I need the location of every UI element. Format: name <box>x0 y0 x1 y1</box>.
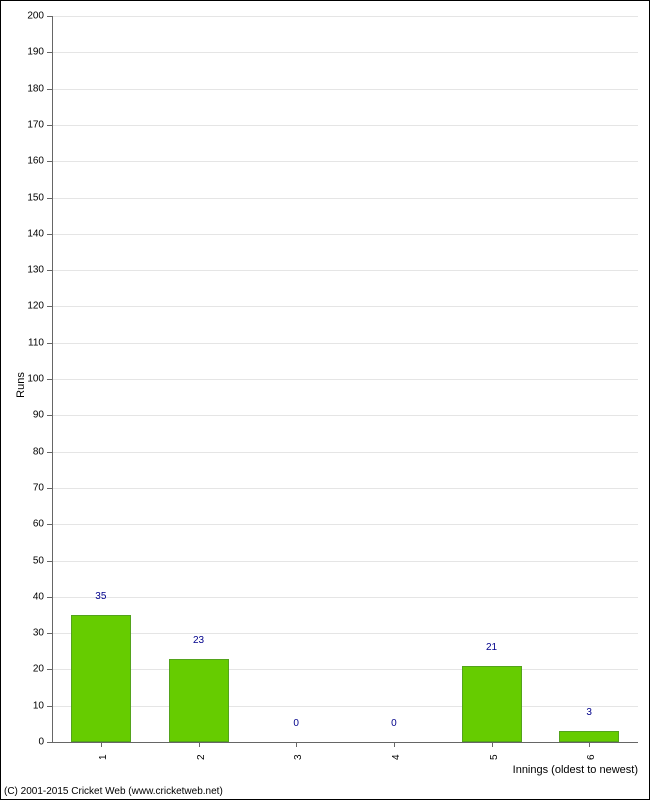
bar <box>462 666 522 742</box>
y-tick-label: 30 <box>33 628 52 639</box>
x-tick-label: 3 <box>293 754 304 760</box>
y-tick-label: 100 <box>27 374 52 385</box>
y-tick-label: 10 <box>33 700 52 711</box>
y-tick-label: 130 <box>27 265 52 276</box>
bar-value-label: 0 <box>293 718 299 729</box>
x-tick-mark <box>589 742 590 747</box>
x-axis-line <box>52 742 638 743</box>
x-axis-title: Innings (oldest to newest) <box>513 764 638 776</box>
bar <box>559 731 619 742</box>
y-tick-label: 180 <box>27 83 52 94</box>
y-tick-label: 110 <box>28 337 52 348</box>
gridline <box>52 234 638 235</box>
gridline <box>52 161 638 162</box>
gridline <box>52 16 638 17</box>
x-tick-mark <box>199 742 200 747</box>
bar-value-label: 21 <box>486 642 497 653</box>
bar-value-label: 3 <box>586 707 592 718</box>
x-tick-label: 6 <box>586 754 597 760</box>
y-tick-label: 170 <box>27 119 52 130</box>
gridline <box>52 488 638 489</box>
gridline <box>52 561 638 562</box>
gridline <box>52 452 638 453</box>
gridline <box>52 198 638 199</box>
y-tick-label: 0 <box>38 737 52 748</box>
plot-area: 0102030405060708090100110120130140150160… <box>52 16 638 742</box>
bar <box>169 659 229 742</box>
gridline <box>52 379 638 380</box>
gridline <box>52 52 638 53</box>
x-tick-label: 5 <box>489 754 500 760</box>
y-tick-label: 40 <box>33 591 52 602</box>
x-tick-label: 1 <box>98 754 109 760</box>
bar-value-label: 0 <box>391 718 397 729</box>
gridline <box>52 89 638 90</box>
x-tick-mark <box>394 742 395 747</box>
gridline <box>52 343 638 344</box>
gridline <box>52 125 638 126</box>
x-tick-mark <box>492 742 493 747</box>
gridline <box>52 597 638 598</box>
y-tick-label: 160 <box>27 156 52 167</box>
gridline <box>52 270 638 271</box>
chart-container: 0102030405060708090100110120130140150160… <box>0 0 650 800</box>
y-tick-label: 120 <box>27 301 52 312</box>
gridline <box>52 306 638 307</box>
y-tick-label: 200 <box>27 11 52 22</box>
y-tick-label: 70 <box>33 482 52 493</box>
gridline <box>52 669 638 670</box>
x-tick-mark <box>101 742 102 747</box>
y-axis-line <box>52 16 53 742</box>
x-tick-mark <box>296 742 297 747</box>
x-tick-label: 2 <box>196 754 207 760</box>
bar-value-label: 23 <box>193 635 204 646</box>
y-tick-label: 60 <box>33 519 52 530</box>
y-tick-label: 50 <box>33 555 52 566</box>
gridline <box>52 633 638 634</box>
x-tick-label: 4 <box>391 754 402 760</box>
gridline <box>52 706 638 707</box>
copyright-text: (C) 2001-2015 Cricket Web (www.cricketwe… <box>4 786 223 797</box>
bar <box>71 615 131 742</box>
y-axis-title: Runs <box>15 372 27 398</box>
gridline <box>52 524 638 525</box>
y-tick-label: 80 <box>33 446 52 457</box>
y-tick-label: 20 <box>33 664 52 675</box>
y-tick-label: 140 <box>27 228 52 239</box>
bar-value-label: 35 <box>95 591 106 602</box>
y-tick-label: 90 <box>33 410 52 421</box>
y-tick-label: 190 <box>27 47 52 58</box>
gridline <box>52 415 638 416</box>
y-tick-label: 150 <box>27 192 52 203</box>
